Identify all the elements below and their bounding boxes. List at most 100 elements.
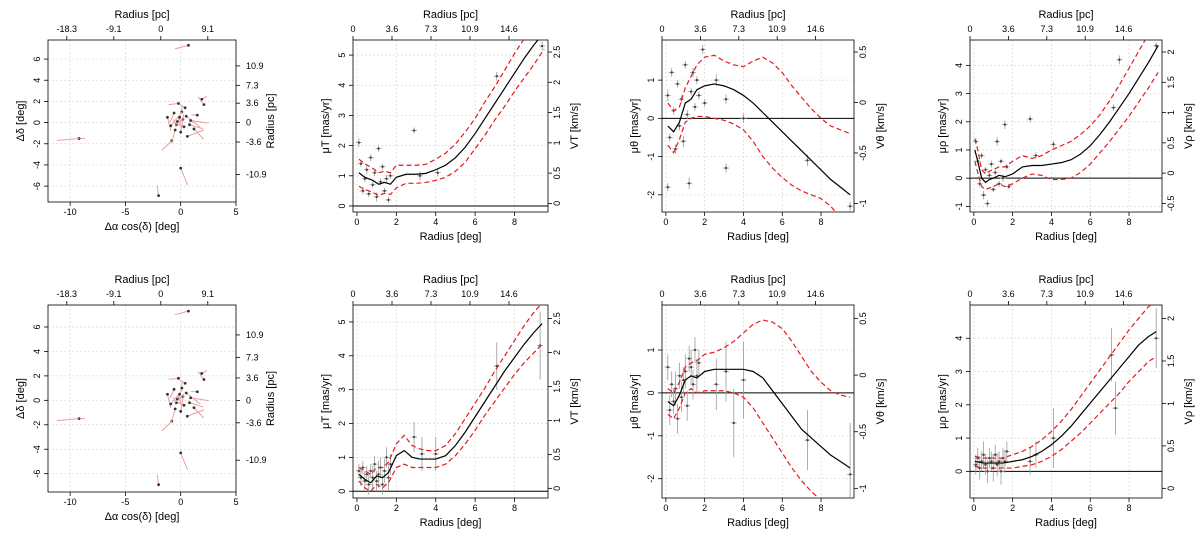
right-axis-label: Radius [pc]	[265, 371, 277, 426]
x-tick-label: 0	[354, 503, 359, 513]
data-point	[373, 172, 375, 174]
x-tick-label: 0	[178, 207, 183, 217]
data-point	[496, 75, 498, 77]
data-point	[742, 379, 744, 381]
star-point	[177, 377, 180, 380]
y-tick-label: 1	[954, 147, 964, 152]
y-axis-label: μρ [mas/yr]	[937, 99, 949, 154]
top-axis-label: Radius [pc]	[1038, 9, 1093, 21]
right-axis-label: VT [km/s]	[569, 103, 581, 149]
x-tick-label: 6	[780, 217, 785, 227]
top-axis-label: Radius [pc]	[114, 274, 169, 286]
data-point	[1029, 118, 1031, 120]
plot-area	[353, 19, 548, 206]
motion-vector	[181, 453, 188, 470]
top-tick-label: 14.6	[807, 289, 825, 299]
data-point	[849, 205, 851, 207]
data-point	[419, 175, 421, 177]
data-point	[1118, 59, 1120, 61]
data-point	[694, 106, 696, 108]
star-point	[166, 116, 169, 119]
data-point	[373, 463, 375, 465]
motion-vector	[198, 97, 204, 105]
y-tick-label: -4	[32, 161, 42, 169]
right-tick-label: 0	[858, 100, 868, 105]
y-tick-label: 2	[32, 373, 42, 378]
top-axis-label: Radius [pc]	[730, 274, 785, 286]
y-tick-label: 5	[337, 53, 347, 58]
top-tick-label: 7.3	[425, 289, 438, 299]
right-tick-label: 0.5	[858, 46, 868, 59]
star-point	[179, 451, 182, 454]
chart-panel: 0 2 4 6 8 0 1 2 3 4 5 0 3.6 7.3 10.9 14.6 0 0.5 1 1.5 2 2.5 Ra…	[320, 274, 581, 529]
right-tick-label: 1	[552, 418, 562, 423]
data-point	[688, 182, 690, 184]
x-tick-label: 0	[663, 217, 668, 227]
data-point	[676, 417, 678, 419]
data-point	[686, 113, 688, 115]
y-tick-label: -1	[954, 202, 964, 210]
y-tick-label: -6	[32, 182, 42, 190]
star-point	[169, 124, 172, 127]
right-tick-label: 10.9	[246, 330, 264, 340]
data-point	[379, 181, 381, 183]
x-tick-label: 6	[473, 217, 478, 227]
star-point	[203, 103, 206, 106]
data-point	[435, 453, 437, 455]
x-tick-label: 2	[702, 217, 707, 227]
data-point	[715, 79, 717, 81]
data-point	[994, 171, 996, 173]
chart-panel: 0 2 4 6 8-2-1010 3.6 7.3 10.9 14.6-1-0.500.5Radi…	[629, 9, 887, 243]
data-point	[849, 473, 851, 475]
motion-vector	[171, 130, 175, 143]
x-tick-label: 6	[473, 503, 478, 513]
y-tick-label: 5	[337, 319, 347, 324]
top-tick-label: 3.6	[694, 24, 707, 34]
plot-area	[57, 310, 208, 486]
y-tick-label: -2	[32, 140, 42, 148]
x-tick-label: 0	[354, 217, 359, 227]
y-tick-label: 4	[32, 78, 42, 83]
data-point	[366, 169, 368, 171]
y-axis-label: Δδ [deg]	[15, 101, 27, 142]
top-tick-label: 14.6	[807, 24, 825, 34]
data-point	[742, 117, 744, 119]
data-point	[1112, 106, 1114, 108]
data-point	[984, 464, 986, 466]
data-point	[986, 470, 988, 472]
top-tick-label: 3.6	[1002, 289, 1015, 299]
data-point	[1052, 437, 1054, 439]
plot-area	[970, 17, 1162, 206]
plot-area	[662, 320, 854, 526]
x-tick-label: 4	[433, 503, 438, 513]
star-point	[203, 378, 206, 381]
top-axis-label: Radius [pc]	[423, 274, 478, 286]
plot-frame	[662, 40, 854, 212]
motion-vector	[190, 403, 203, 407]
motion-vector	[162, 421, 172, 431]
x-tick-label: -10	[64, 207, 77, 217]
data-point	[371, 184, 373, 186]
chart-panel: 0 2 4 6 8 0 1 2 3 4 5 0 3.6 7.3 10.9 14.6 0 0.5 1 1.5 2 2.5 Ra…	[320, 9, 581, 243]
x-tick-label: 6	[1088, 217, 1093, 227]
motion-vector	[57, 138, 79, 140]
y-tick-label: 0	[646, 390, 656, 395]
data-point	[377, 473, 379, 475]
data-point	[381, 166, 383, 168]
top-tick-label: 0	[350, 24, 355, 34]
upper-bound-line	[359, 19, 544, 173]
data-point	[806, 439, 808, 441]
x-tick-label: 6	[1088, 503, 1093, 513]
top-tick-label: 0	[659, 289, 664, 299]
y-axis-label: Δδ [deg]	[15, 378, 27, 419]
x-tick-label: 4	[1049, 503, 1054, 513]
star-point	[157, 483, 160, 486]
data-point	[413, 129, 415, 131]
data-point	[669, 136, 671, 138]
right-axis-label: Vθ [km/s]	[875, 103, 887, 149]
x-tick-label: 6	[780, 503, 785, 513]
y-axis-label: μθ [mas/yr]	[629, 99, 641, 154]
data-point	[375, 196, 377, 198]
data-point	[992, 188, 994, 190]
data-point	[990, 163, 992, 165]
